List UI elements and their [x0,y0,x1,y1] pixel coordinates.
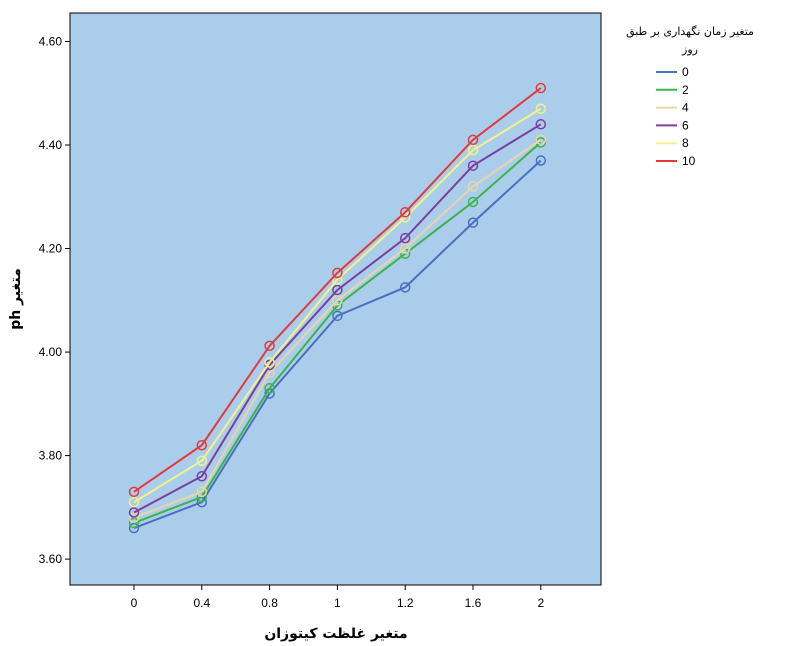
data-point [332,267,343,279]
y-tick-label: 4.20 [39,242,63,256]
legend-label: 8 [682,136,689,150]
data-point [332,284,343,296]
x-axis: 0 0.4 0.8 1 1.2 1.6 2 [131,585,544,610]
y-axis: 3.60 3.80 4.00 4.20 4.40 4.60 [39,34,70,566]
data-point [332,310,343,322]
data-point [128,486,140,498]
legend: متغیر زمان نگهداری بر طبق روز 0 2 4 6 8 10 [626,25,754,168]
data-point [128,517,140,529]
data-point [399,207,411,218]
x-tick-label: 1.6 [465,596,482,610]
data-point [128,522,140,534]
data-point [128,507,140,518]
x-tick-label: 0.8 [261,596,278,610]
data-point [535,119,547,130]
data-point [264,383,275,394]
legend-label: 2 [682,83,689,97]
x-axis-title: متغیر غلظت کیتوزان [264,626,407,642]
legend-label: 10 [682,154,696,168]
data-point [128,496,140,508]
data-point [535,82,547,94]
x-tick-label: 1 [334,596,341,610]
data-point [467,217,479,228]
series-layer [128,82,547,534]
legend-title-line-1: متغیر زمان نگهداری بر طبق [626,25,754,39]
y-tick-label: 4.60 [39,34,63,48]
y-tick-label: 3.80 [39,449,63,463]
data-point [535,155,547,166]
data-point [399,243,411,254]
data-point [332,295,343,306]
data-point [467,144,479,156]
data-point [196,471,208,482]
series-6 [128,119,547,518]
legend-label: 6 [682,118,689,132]
data-point [399,232,411,244]
y-tick-label: 4.40 [39,138,63,152]
data-point [264,357,275,368]
series-line [133,123,542,514]
legend-label: 0 [682,65,689,79]
data-point [399,282,411,293]
series-8 [128,103,547,508]
x-tick-label: 0.4 [193,596,210,610]
data-point [467,160,479,171]
y-tick-label: 4.00 [39,345,63,359]
x-tick-label: 0 [131,596,138,610]
data-point [196,455,208,467]
data-point [196,439,208,451]
series-10 [128,82,547,498]
y-tick-label: 3.60 [39,552,63,566]
series-line [133,138,542,519]
x-tick-label: 1.2 [397,596,414,610]
series-4 [128,134,547,523]
plot-background [69,12,602,586]
data-point [264,340,275,352]
legend-label: 4 [682,101,689,115]
legend-title-line-2: روز [681,43,698,56]
data-point [467,196,479,208]
y-axis-title: متغیر ph [8,268,24,330]
data-point [128,512,140,523]
legend-items: 0 2 4 6 8 10 [656,65,696,168]
data-point [196,486,208,498]
x-tick-label: 2 [537,596,544,610]
data-point [467,134,479,146]
series-line [133,87,542,493]
data-point [535,134,547,146]
data-point [467,181,479,192]
data-point [332,274,343,285]
data-point [535,103,547,115]
series-line [133,107,542,504]
